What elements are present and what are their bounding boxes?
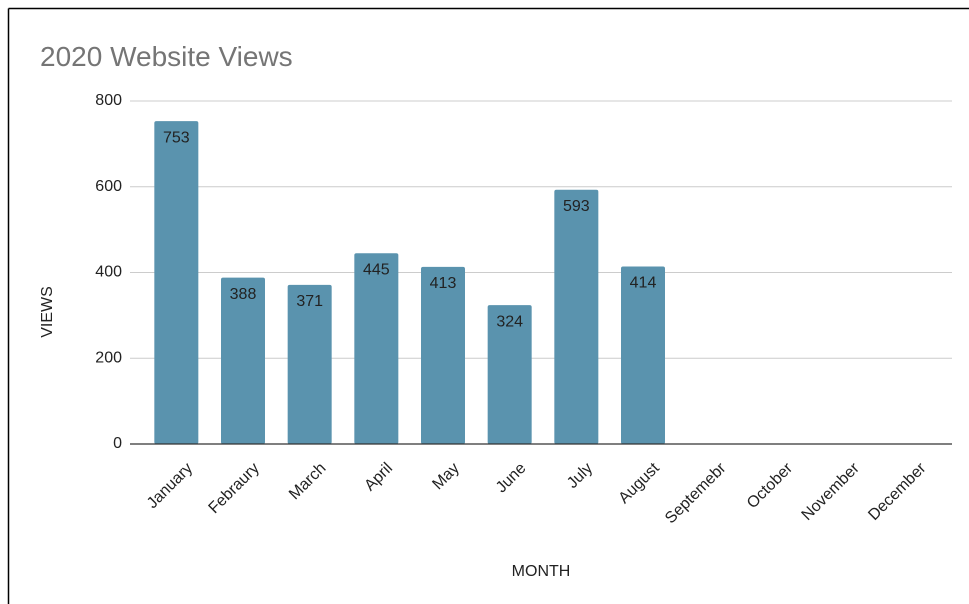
y-tick-label: 200 <box>95 349 122 366</box>
data-label: 445 <box>363 261 390 278</box>
bar <box>487 305 532 444</box>
x-axis-title: MONTH <box>512 563 571 580</box>
bar <box>554 189 599 444</box>
bar <box>154 121 199 445</box>
data-label: 324 <box>496 313 523 330</box>
data-label: 388 <box>230 286 257 303</box>
bar <box>621 266 665 444</box>
data-label: 753 <box>163 129 190 146</box>
y-tick-label: 0 <box>113 435 122 452</box>
y-tick-label: 400 <box>95 264 122 281</box>
bar <box>287 284 332 444</box>
y-tick-label: 600 <box>95 178 122 195</box>
data-label: 414 <box>630 275 657 292</box>
data-label: 413 <box>430 275 457 292</box>
bar <box>221 277 265 444</box>
data-label: 593 <box>563 198 590 215</box>
bar <box>354 253 399 444</box>
chart-title: 2020 Website Views <box>40 41 293 72</box>
y-axis-title: VIEWS <box>39 286 56 338</box>
data-label: 371 <box>296 293 323 310</box>
bar <box>421 266 465 444</box>
y-tick-label: 800 <box>95 92 122 109</box>
